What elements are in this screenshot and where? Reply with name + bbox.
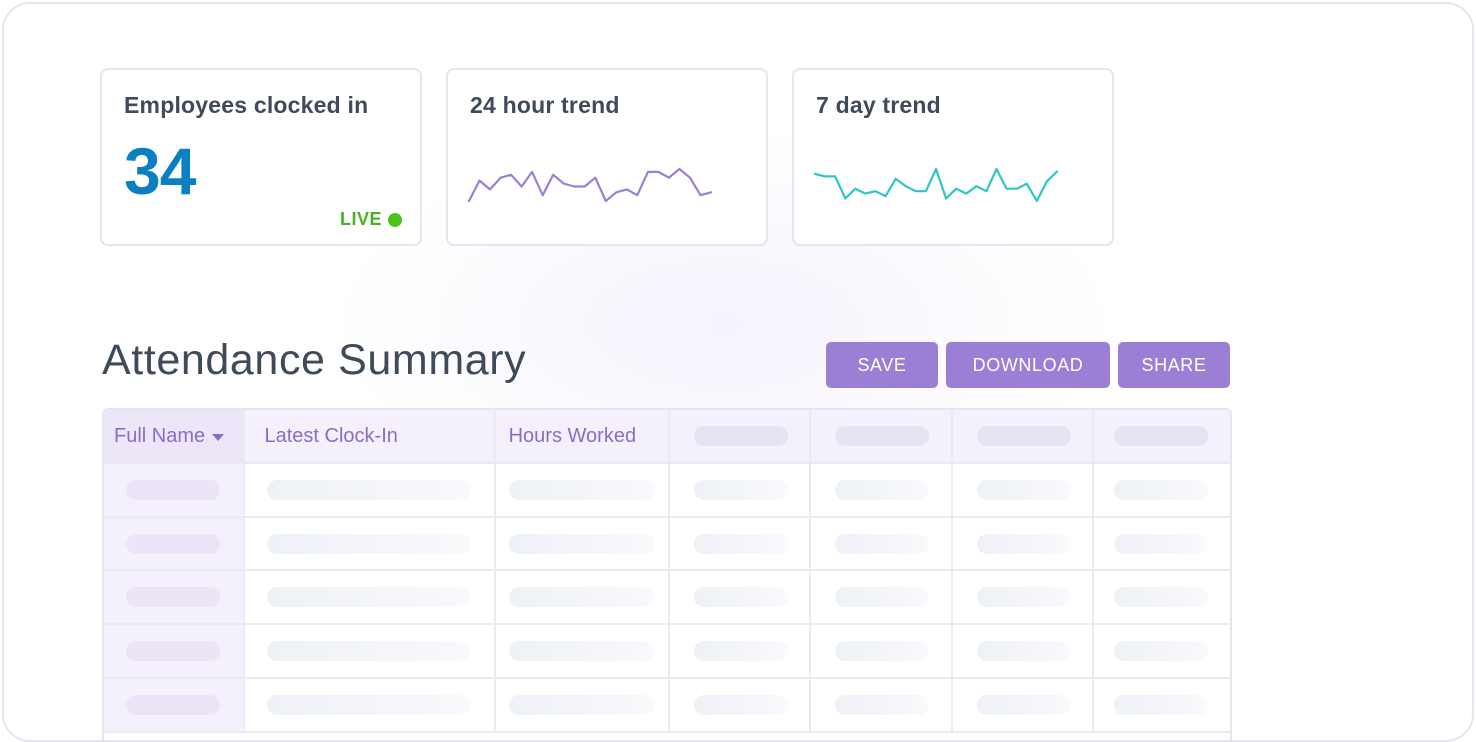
loading-placeholder	[976, 533, 1071, 554]
clocked-in-title: Employees clocked in	[124, 92, 369, 118]
column-header-placeholder	[953, 410, 1095, 462]
trend-7d-title: 7 day trend	[816, 92, 941, 118]
live-dot-icon	[388, 212, 402, 227]
column-header-latest-clock-in[interactable]: Latest Clock-In	[245, 410, 496, 462]
column-header-full-name[interactable]: Full Name	[104, 410, 245, 462]
trend-24h-card[interactable]: 24 hour trend	[446, 68, 768, 246]
loading-placeholder	[266, 533, 471, 554]
sort-desc-icon[interactable]	[212, 433, 225, 441]
table-row[interactable]	[104, 625, 1230, 679]
loading-placeholder	[976, 480, 1071, 500]
loading-placeholder	[126, 587, 220, 607]
loading-placeholder	[693, 641, 788, 661]
trend-24h-sparkline	[467, 167, 713, 203]
share-button[interactable]: SHARE	[1118, 342, 1230, 388]
loading-placeholder	[835, 426, 930, 446]
clocked-in-count: 34	[124, 134, 196, 208]
loading-placeholder	[508, 587, 655, 607]
loading-placeholder	[126, 641, 220, 661]
column-header-label: Full Name	[114, 424, 206, 447]
loading-placeholder	[693, 533, 788, 554]
loading-placeholder	[976, 426, 1071, 446]
loading-placeholder	[835, 533, 930, 554]
loading-placeholder	[693, 587, 788, 607]
loading-placeholder	[693, 426, 788, 446]
loading-placeholder	[1114, 426, 1209, 446]
loading-placeholder	[266, 587, 471, 607]
loading-placeholder	[976, 587, 1071, 607]
table-header-row: Full Name Latest Clock-In Hours Worked	[104, 410, 1230, 464]
loading-placeholder	[508, 695, 655, 715]
loading-placeholder	[266, 480, 471, 500]
table-row[interactable]	[104, 518, 1230, 571]
loading-placeholder	[508, 641, 655, 661]
loading-placeholder	[126, 480, 220, 500]
loading-placeholder	[126, 533, 220, 554]
loading-placeholder	[835, 641, 930, 661]
loading-placeholder	[1114, 533, 1209, 554]
column-header-label: Hours Worked	[508, 424, 637, 447]
loading-placeholder	[693, 695, 788, 715]
column-header-placeholder	[811, 410, 953, 462]
column-header-label: Latest Clock-In	[264, 424, 398, 447]
table-row[interactable]	[104, 571, 1230, 625]
column-header-hours-worked[interactable]: Hours Worked	[496, 410, 670, 462]
attendance-table: Full Name Latest Clock-In Hours Worked	[102, 408, 1232, 740]
page-title: Attendance Summary	[102, 336, 527, 384]
sparkline-series	[813, 167, 1059, 203]
loading-placeholder	[508, 480, 655, 500]
loading-placeholder	[266, 695, 471, 715]
column-header-placeholder	[1094, 410, 1230, 462]
loading-placeholder	[266, 641, 471, 661]
trend-7d-card[interactable]: 7 day trend	[792, 68, 1114, 246]
loading-placeholder	[508, 533, 655, 554]
loading-placeholder	[693, 480, 788, 500]
live-label: LIVE	[339, 209, 382, 229]
live-indicator: LIVE	[340, 209, 402, 230]
loading-placeholder	[835, 480, 930, 500]
loading-placeholder	[1114, 695, 1209, 715]
loading-placeholder	[835, 695, 930, 715]
sparkline-series	[467, 167, 713, 203]
loading-placeholder	[126, 695, 220, 715]
loading-placeholder	[1114, 641, 1209, 661]
trend-24h-title: 24 hour trend	[470, 92, 620, 118]
save-button[interactable]: SAVE	[826, 342, 938, 388]
loading-placeholder	[835, 587, 930, 607]
table-row[interactable]	[104, 464, 1230, 518]
loading-placeholder	[1114, 587, 1209, 607]
clocked-in-card[interactable]: Employees clocked in 34 LIVE	[100, 68, 422, 246]
loading-placeholder	[1114, 480, 1209, 500]
loading-placeholder	[976, 695, 1071, 715]
download-button[interactable]: DOWNLOAD	[946, 342, 1110, 388]
table-row[interactable]	[104, 679, 1230, 733]
trend-7d-sparkline	[813, 167, 1059, 203]
column-header-placeholder	[670, 410, 812, 462]
loading-placeholder	[976, 641, 1071, 661]
